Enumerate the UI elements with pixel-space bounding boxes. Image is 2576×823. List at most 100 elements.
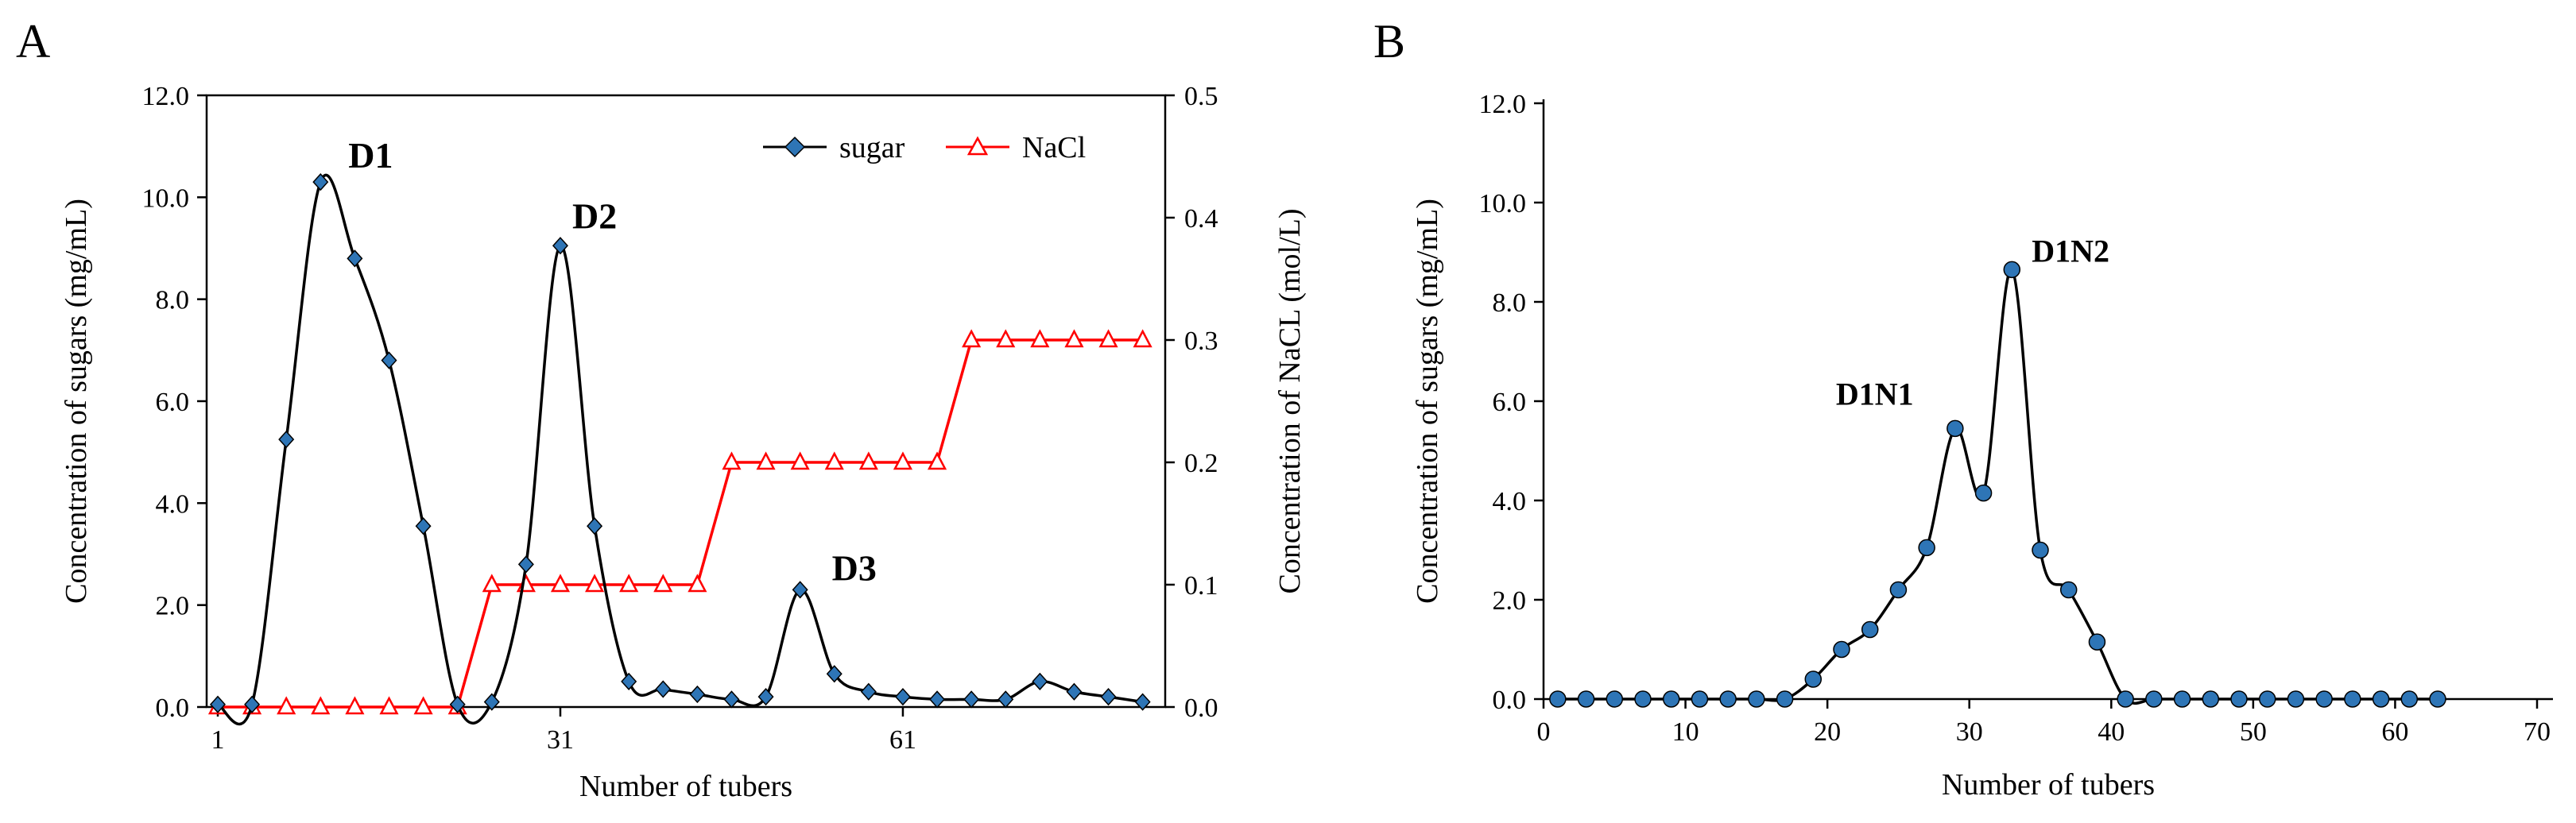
right-tick-label: 0.5 — [1184, 82, 1218, 111]
panel-b-x-axis-ticks: 0 10 20 30 40 50 60 70 — [1537, 699, 2551, 747]
nacl-point — [858, 451, 878, 470]
sugar-point — [1100, 688, 1117, 706]
sugar-point — [1861, 620, 1879, 639]
legend-sugar-label: sugar — [839, 131, 905, 164]
nacl-point — [927, 451, 947, 470]
sugar-point — [792, 581, 808, 599]
nacl-point — [1064, 329, 1084, 348]
panel-a-letter: A — [16, 15, 50, 68]
nacl-point — [311, 696, 331, 715]
peak-label: D1N1 — [1836, 376, 1914, 412]
y-tick-label: 12.0 — [1479, 90, 1527, 119]
sugar-point — [1606, 690, 1624, 708]
x-tick-label: 0 — [1537, 717, 1551, 747]
x-tick-label: 40 — [2098, 717, 2125, 747]
peak-label: D3 — [832, 547, 877, 588]
nacl-point — [824, 451, 844, 470]
sugar-point — [1549, 690, 1567, 708]
panel-b-annotations: D1N1 D1N2 — [1836, 233, 2109, 412]
panel-a: A 0.02.04.06.08.010.012.0 0.00.10.20.30.… — [16, 15, 1307, 803]
nacl-point — [722, 451, 742, 470]
x-tick-label: 20 — [1814, 717, 1841, 747]
legend-nacl-label: NaCl — [1022, 131, 1086, 164]
sugar-point — [1719, 690, 1737, 708]
sugar-point — [2258, 690, 2276, 708]
panel-b-y-axis-ticks: 0.0 2.0 4.0 6.0 8.0 10.0 12.0 — [1479, 90, 1544, 715]
panel-a-right-axis-ticks: 0.0 0.1 0.2 0.3 0.4 0.5 — [1165, 82, 1218, 723]
sugar-point — [723, 690, 740, 709]
sugar-point — [2344, 690, 2361, 708]
legend-sugar-marker — [784, 136, 806, 158]
sugar-point — [757, 688, 774, 706]
peak-label: D1 — [348, 135, 393, 176]
sugar-point — [209, 695, 227, 713]
x-tick-label: 50 — [2240, 717, 2267, 747]
nacl-point — [550, 574, 571, 593]
panel-b-x-axis-label: Number of tubers — [1942, 768, 2155, 802]
nacl-point — [653, 574, 673, 593]
sugar-point — [2173, 690, 2191, 708]
sugar-point — [347, 249, 363, 268]
x-tick-label: 31 — [547, 725, 574, 755]
nacl-point — [345, 696, 365, 715]
nacl-point — [756, 451, 776, 470]
nacl-point — [482, 574, 502, 593]
sugar-point — [1918, 539, 1935, 557]
left-tick-label: 8.0 — [156, 286, 190, 315]
nacl-point — [413, 696, 433, 715]
x-tick-label: 10 — [1672, 717, 1699, 747]
nacl-point — [893, 451, 913, 470]
sugar-point — [621, 672, 637, 691]
nacl-point — [619, 574, 639, 593]
x-tick-label: 60 — [2381, 717, 2408, 747]
sugar-point — [1947, 419, 1964, 438]
left-tick-label: 4.0 — [156, 489, 190, 519]
nacl-point — [1098, 329, 1118, 348]
nacl-point — [688, 574, 707, 593]
sugar-point — [312, 172, 329, 191]
y-tick-label: 4.0 — [1493, 487, 1527, 516]
y-tick-label: 6.0 — [1493, 388, 1527, 417]
sugar-point — [2429, 690, 2446, 708]
sugar-point — [278, 431, 295, 449]
x-tick-label: 30 — [1956, 717, 1983, 747]
right-tick-label: 0.2 — [1184, 449, 1218, 478]
sugar-point — [1634, 690, 1652, 708]
peak-label: D2 — [572, 195, 617, 236]
nacl-point — [277, 696, 296, 715]
nacl-point — [790, 451, 810, 470]
sugar-point — [1577, 690, 1595, 708]
panel-a-series — [207, 172, 1152, 726]
sugar-point — [1066, 682, 1083, 701]
sugar-point — [381, 351, 397, 369]
sugar-point — [1691, 690, 1709, 708]
y-tick-label: 8.0 — [1493, 288, 1527, 318]
sugar-point — [1974, 484, 1993, 502]
panel-b-series — [1549, 261, 2446, 708]
sugar-point — [552, 237, 568, 255]
sugar-point — [894, 688, 911, 706]
sugar-point — [1889, 581, 1908, 599]
panel-a-annotations: D1 D2 D3 — [348, 135, 877, 588]
sugar-point — [1748, 690, 1765, 708]
x-tick-label: 61 — [889, 725, 916, 755]
sugar-point — [2230, 690, 2248, 708]
panel-b-letter: B — [1373, 15, 1405, 68]
sugar-point — [860, 682, 877, 701]
panel-b-y-axis-label: Concentration of sugars (mg/mL) — [1411, 199, 1444, 604]
panel-a-plot-frame — [205, 94, 1167, 709]
nacl-point — [962, 329, 982, 348]
sugar-point — [1134, 693, 1151, 711]
panel-a-y2-axis-label: Concentration of NaCL (mol/L) — [1273, 208, 1307, 593]
right-tick-label: 0.1 — [1184, 571, 1218, 601]
nacl-series-line — [218, 338, 1143, 709]
sugar-point — [2287, 690, 2305, 708]
right-tick-label: 0.4 — [1184, 204, 1218, 234]
sugar-point — [2088, 633, 2106, 651]
y-tick-label: 2.0 — [1493, 586, 1527, 616]
panel-a-legend: sugar NaCl — [763, 131, 1086, 164]
sugar-point — [655, 680, 672, 698]
sugar-point — [2372, 690, 2390, 708]
nacl-point — [996, 329, 1016, 348]
